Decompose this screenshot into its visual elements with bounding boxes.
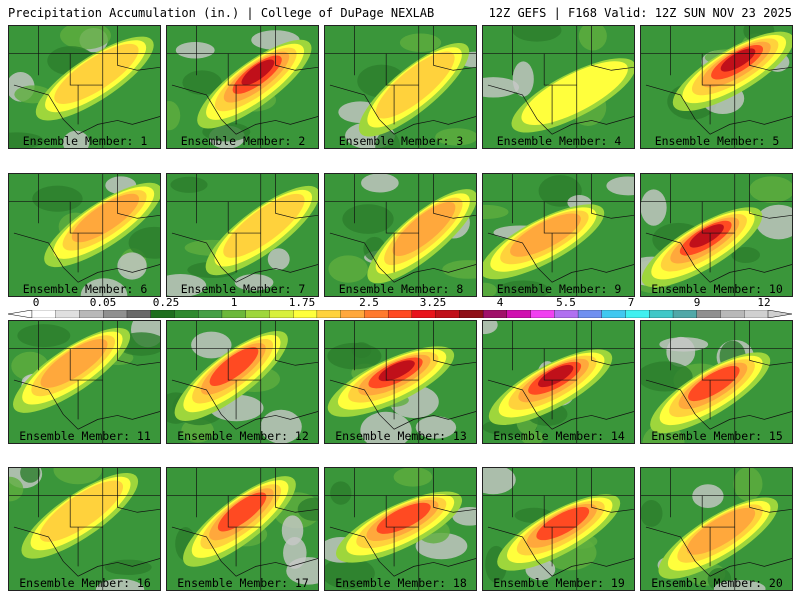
ensemble-member-label: Ensemble Member: 9 xyxy=(496,282,622,296)
colorbar-swatch xyxy=(625,310,650,318)
colorbar-swatch xyxy=(174,310,199,318)
ensemble-member-label: Ensemble Member: 12 xyxy=(177,429,309,443)
colorbar-swatch xyxy=(293,310,318,318)
ensemble-member-map-20 xyxy=(640,467,793,591)
colorbar-tick-label: 12 xyxy=(757,296,771,309)
model-valid-time: 12Z GEFS | F168 Valid: 12Z SUN NOV 23 20… xyxy=(488,6,792,20)
ensemble-member-map-13 xyxy=(324,320,477,444)
ensemble-member-label: Ensemble Member: 17 xyxy=(177,576,309,590)
ensemble-member-label: Ensemble Member: 16 xyxy=(19,576,151,590)
ensemble-member-map-2 xyxy=(166,25,319,149)
colorbar-swatch xyxy=(720,310,745,318)
ensemble-member-label: Ensemble Member: 10 xyxy=(651,282,783,296)
ensemble-member-map-17 xyxy=(166,467,319,591)
ensemble-member-map-6 xyxy=(8,173,161,297)
colorbar-swatch xyxy=(435,310,460,318)
colorbar-swatch xyxy=(221,310,247,318)
ensemble-member-label: Ensemble Member: 15 xyxy=(651,429,783,443)
colorbar-swatch xyxy=(459,310,484,318)
ensemble-member-map-14 xyxy=(482,320,635,444)
colorbar-tick-label: 1.75 xyxy=(288,296,316,309)
colorbar-swatch xyxy=(672,310,698,318)
colorbar-swatch xyxy=(103,310,128,318)
colorbar-min-arrow xyxy=(8,310,33,318)
colorbar-tick-label: 1 xyxy=(230,296,238,309)
ensemble-member-map-4 xyxy=(482,25,635,149)
colorbar-swatch xyxy=(364,310,389,318)
colorbar-tick-label: 9 xyxy=(693,296,701,309)
colorbar-tick-label: 0.25 xyxy=(152,296,180,309)
colorbar-swatch xyxy=(506,310,532,318)
ensemble-member-label: Ensemble Member: 7 xyxy=(180,282,306,296)
colorbar-swatch xyxy=(198,310,223,318)
colorbar-tick-label: 5.5 xyxy=(556,296,576,309)
ensemble-member-label: Ensemble Member: 2 xyxy=(180,134,306,148)
colorbar-swatch xyxy=(340,310,365,318)
colorbar-swatch xyxy=(55,310,80,318)
colorbar-swatch xyxy=(245,310,270,318)
ensemble-member-label: Ensemble Member: 4 xyxy=(496,134,622,148)
ensemble-member-label: Ensemble Member: 20 xyxy=(651,576,783,590)
ensemble-member-label: Ensemble Member: 11 xyxy=(19,429,151,443)
colorbar-swatch xyxy=(696,310,721,318)
map-title: Precipitation Accumulation (in.) | Colle… xyxy=(8,6,435,20)
colorbar-swatch xyxy=(411,310,437,318)
colorbar-swatch xyxy=(79,310,104,318)
ensemble-member-label: Ensemble Member: 8 xyxy=(338,282,464,296)
ensemble-member-map-12 xyxy=(166,320,319,444)
colorbar-swatch xyxy=(150,310,175,318)
colorbar-tick-label: 0 xyxy=(32,296,40,309)
colorbar-swatch xyxy=(482,310,508,318)
colorbar-max-arrow xyxy=(767,310,792,318)
ensemble-member-label: Ensemble Member: 1 xyxy=(22,134,148,148)
colorbar-swatch xyxy=(601,310,626,318)
colorbar-swatch xyxy=(316,310,342,318)
colorbar xyxy=(8,310,792,318)
colorbar-tick-label: 4 xyxy=(496,296,504,309)
colorbar-swatch xyxy=(744,310,769,318)
ensemble-member-map-7 xyxy=(166,173,319,297)
ensemble-member-label: Ensemble Member: 19 xyxy=(493,576,625,590)
colorbar-tick-label: 3.25 xyxy=(419,296,447,309)
colorbar-tick-label: 7 xyxy=(627,296,635,309)
colorbar-swatch xyxy=(554,310,579,318)
colorbar-swatch xyxy=(649,310,674,318)
ensemble-member-label: Ensemble Member: 5 xyxy=(654,134,780,148)
ensemble-member-map-15 xyxy=(640,320,793,444)
ensemble-member-label: Ensemble Member: 18 xyxy=(335,576,467,590)
ensemble-member-map-11 xyxy=(8,320,161,444)
colorbar-swatch xyxy=(31,310,57,318)
ensemble-member-label: Ensemble Member: 3 xyxy=(338,134,464,148)
ensemble-member-map-10 xyxy=(640,173,793,297)
colorbar-swatch xyxy=(530,310,555,318)
colorbar-swatch xyxy=(387,310,413,318)
colorbar-swatch xyxy=(126,310,152,318)
ensemble-member-map-16 xyxy=(8,467,161,591)
ensemble-member-map-19 xyxy=(482,467,635,591)
ensemble-member-label: Ensemble Member: 14 xyxy=(493,429,625,443)
ensemble-member-map-1 xyxy=(8,25,161,149)
colorbar-swatch xyxy=(269,310,294,318)
ensemble-member-map-18 xyxy=(324,467,477,591)
ensemble-member-map-8 xyxy=(324,173,477,297)
colorbar-tick-label: 2.5 xyxy=(359,296,379,309)
ensemble-member-label: Ensemble Member: 13 xyxy=(335,429,467,443)
colorbar-swatch xyxy=(577,310,603,318)
ensemble-member-label: Ensemble Member: 6 xyxy=(22,282,148,296)
ensemble-member-map-9 xyxy=(482,173,635,297)
ensemble-member-map-3 xyxy=(324,25,477,149)
colorbar-tick-label: 0.05 xyxy=(89,296,117,309)
ensemble-member-map-5 xyxy=(640,25,793,149)
